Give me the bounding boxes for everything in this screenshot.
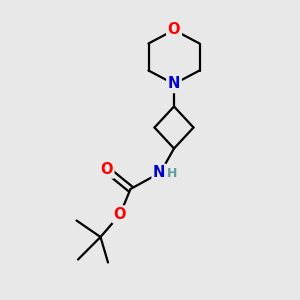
Text: H: H [167,167,177,180]
Text: N: N [153,165,165,180]
Text: O: O [114,207,126,222]
Text: O: O [100,162,113,177]
Text: O: O [168,22,180,38]
Text: N: N [168,76,180,92]
